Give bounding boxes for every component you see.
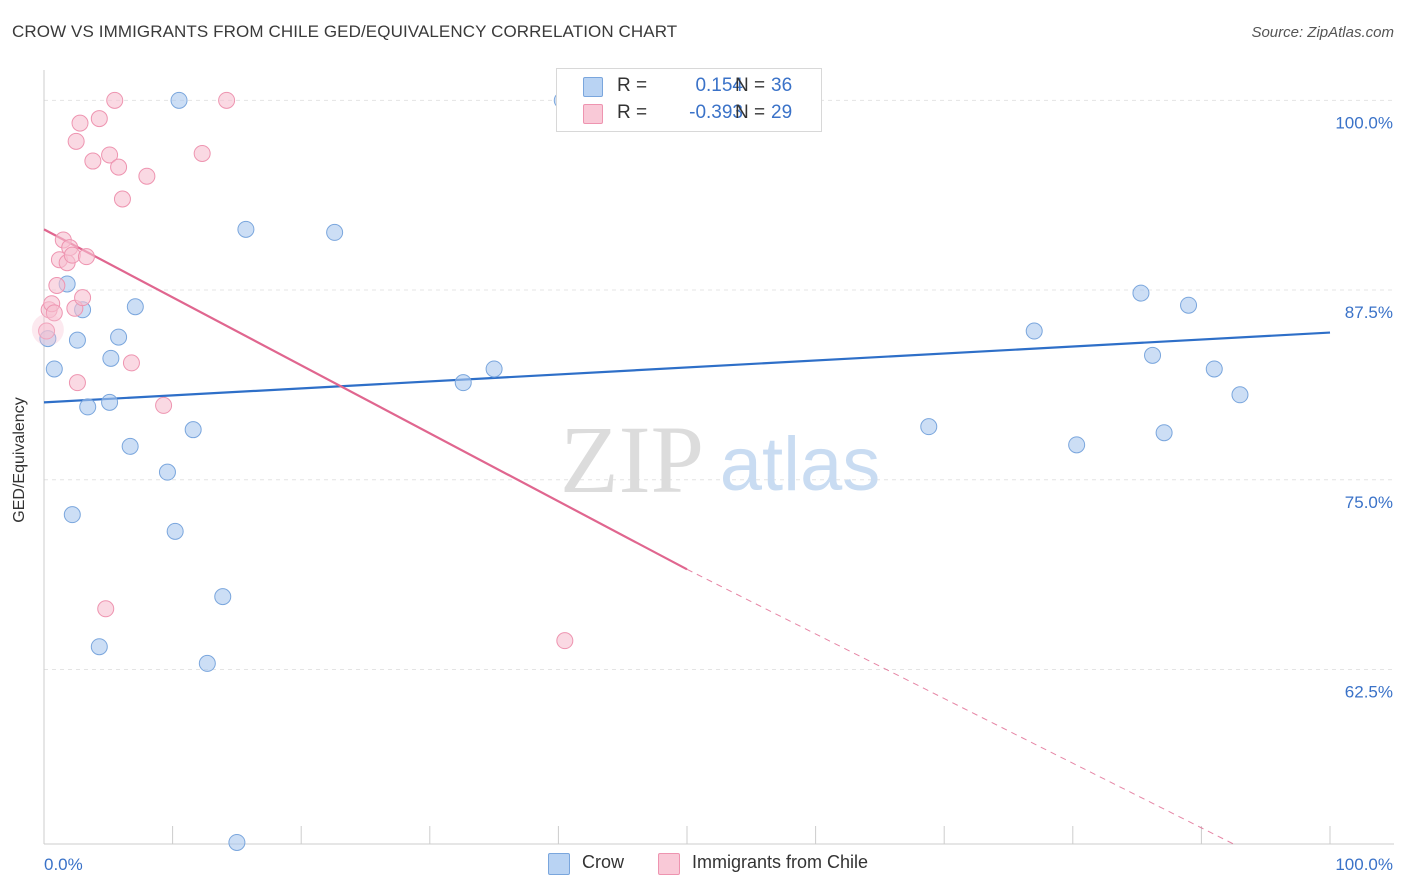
chile-point bbox=[77, 248, 95, 266]
tick-labels: 100.0% 87.5% 75.0% 62.5% 0.0% 100.0% bbox=[44, 113, 1393, 874]
gridlines bbox=[44, 99, 1394, 670]
correlation-legend: R = 0.154 N = 36 R = -0.393 N = 29 bbox=[556, 68, 822, 132]
crow-swatch bbox=[583, 77, 603, 97]
crow-point bbox=[1025, 322, 1043, 340]
crow-point bbox=[45, 360, 63, 378]
chile-legend-swatch bbox=[658, 853, 680, 875]
crow-point bbox=[170, 91, 188, 109]
crow-point bbox=[228, 833, 246, 851]
crow-point bbox=[101, 393, 119, 411]
trend-lines bbox=[43, 228, 1331, 845]
crow-point bbox=[121, 437, 139, 455]
crow-point bbox=[485, 360, 503, 378]
crow-legend-label: Crow bbox=[582, 852, 625, 872]
chile-point bbox=[113, 190, 131, 208]
chile-point bbox=[193, 144, 211, 162]
crow-point bbox=[1180, 296, 1198, 314]
chile-point bbox=[68, 374, 86, 392]
crow-point bbox=[237, 220, 255, 238]
crow-point bbox=[198, 654, 216, 672]
crow-point bbox=[1068, 436, 1086, 454]
crow-point bbox=[1155, 424, 1173, 442]
chile-point bbox=[556, 632, 574, 650]
crow-point bbox=[68, 331, 86, 349]
crow-point bbox=[1144, 346, 1162, 364]
x-tick-label-start: 0.0% bbox=[44, 855, 83, 874]
crow-trend-line bbox=[43, 331, 1331, 404]
chile-point bbox=[84, 152, 102, 170]
crow-point bbox=[920, 418, 938, 436]
crow-r-label: R = bbox=[617, 75, 648, 96]
crow-point bbox=[79, 398, 97, 416]
chile-point bbox=[74, 289, 92, 307]
crow-point bbox=[184, 421, 202, 439]
chile-point bbox=[48, 277, 66, 295]
crow-point bbox=[102, 349, 120, 367]
chile-swatch bbox=[583, 104, 603, 124]
crow-point bbox=[110, 328, 128, 346]
crow-point bbox=[90, 638, 108, 656]
crow-legend-swatch bbox=[548, 853, 570, 875]
crow-point bbox=[1205, 360, 1223, 378]
crow-r-value: 0.154 bbox=[695, 75, 743, 96]
crow-point bbox=[63, 506, 81, 524]
crow-n-label: N = bbox=[735, 75, 766, 96]
chile-point bbox=[63, 246, 81, 264]
y-tick-label: 62.5% bbox=[1345, 682, 1393, 701]
chart-title: CROW VS IMMIGRANTS FROM CHILE GED/EQUIVA… bbox=[12, 22, 678, 41]
axes bbox=[43, 70, 1394, 845]
chile-point bbox=[45, 304, 63, 322]
chile-point bbox=[218, 91, 236, 109]
crow-point bbox=[126, 298, 144, 316]
crow-point bbox=[454, 374, 472, 392]
data-points bbox=[31, 91, 1249, 851]
chile-point bbox=[122, 354, 140, 372]
chile-point bbox=[110, 158, 128, 176]
chile-n-label: N = bbox=[735, 102, 766, 123]
chile-point bbox=[38, 322, 56, 340]
crow-n-value: 36 bbox=[771, 75, 793, 96]
y-tick-label: 87.5% bbox=[1345, 303, 1393, 322]
watermark: ZIP atlas bbox=[560, 406, 880, 513]
chile-point bbox=[71, 114, 89, 132]
watermark-atlas: atlas bbox=[720, 422, 881, 507]
chile-point bbox=[101, 146, 119, 164]
chile-point bbox=[97, 600, 115, 618]
crow-point bbox=[326, 223, 344, 241]
crow-point bbox=[166, 522, 184, 540]
chile-point bbox=[106, 91, 124, 109]
chile-point bbox=[155, 396, 173, 414]
chile-point-large bbox=[31, 313, 64, 346]
x-tick-label-end: 100.0% bbox=[1335, 855, 1393, 874]
y-tick-label: 75.0% bbox=[1345, 493, 1393, 512]
watermark-zip: ZIP bbox=[560, 406, 704, 513]
chart-source: Source: ZipAtlas.com bbox=[1251, 24, 1394, 41]
chile-point bbox=[90, 110, 108, 128]
chile-legend-label: Immigrants from Chile bbox=[692, 852, 869, 872]
crow-point bbox=[214, 588, 232, 606]
chile-point bbox=[138, 167, 156, 185]
chile-trend-line bbox=[43, 228, 688, 571]
y-tick-label: 100.0% bbox=[1335, 113, 1393, 132]
chile-trend-line-extrapolated bbox=[686, 568, 1234, 845]
chile-point bbox=[67, 132, 85, 150]
chile-r-value: -0.393 bbox=[689, 102, 743, 123]
chile-r-label: R = bbox=[617, 102, 648, 123]
crow-point bbox=[1231, 386, 1249, 404]
crow-point bbox=[1132, 284, 1150, 302]
crow-point bbox=[158, 463, 176, 481]
chile-n-value: 29 bbox=[771, 102, 793, 123]
